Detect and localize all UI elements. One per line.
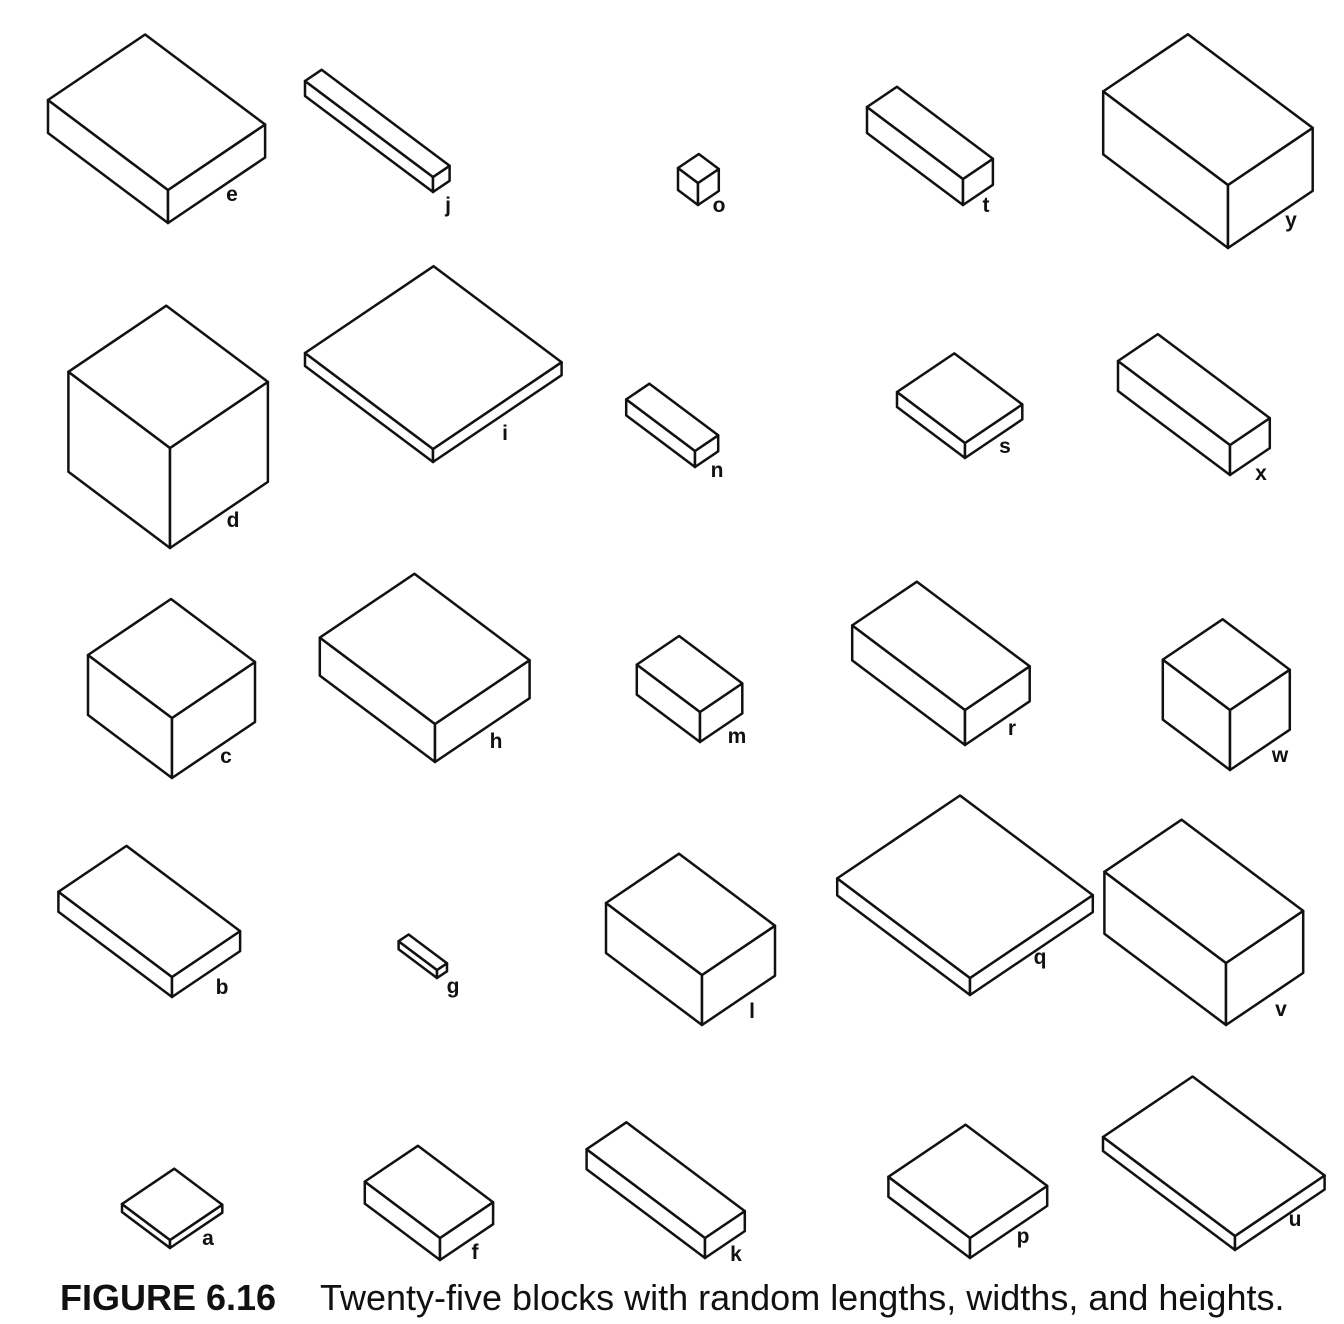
block-w: w bbox=[1161, 618, 1292, 772]
block-top-face bbox=[120, 1167, 224, 1242]
block-h: h bbox=[318, 572, 531, 764]
block-top-face bbox=[1103, 818, 1305, 965]
block-label: p bbox=[1017, 1225, 1030, 1248]
block-label: b bbox=[216, 976, 229, 999]
block-label: k bbox=[730, 1243, 742, 1266]
block-top-face bbox=[850, 580, 1031, 712]
block-label: c bbox=[220, 745, 232, 768]
block-top-face bbox=[585, 1121, 747, 1240]
block-top-face bbox=[635, 634, 744, 714]
block-label: l bbox=[749, 1000, 755, 1023]
block-label: y bbox=[1285, 209, 1297, 232]
block-figure: e j o t y d i n s x c h m r w b g l q v a f k p u bbox=[46, 33, 1326, 1266]
block-top-face bbox=[887, 1123, 1049, 1240]
block-label: s bbox=[999, 435, 1011, 458]
block-k: k bbox=[585, 1121, 747, 1266]
block-a: a bbox=[120, 1167, 224, 1250]
block-label: u bbox=[1289, 1208, 1302, 1231]
block-top-face bbox=[363, 1144, 495, 1240]
block-label: x bbox=[1255, 462, 1267, 485]
block-t: t bbox=[865, 85, 995, 217]
block-j: j bbox=[303, 68, 451, 217]
block-s: s bbox=[895, 352, 1024, 460]
block-label: d bbox=[227, 509, 240, 532]
block-label: e bbox=[226, 183, 238, 206]
figure-number: FIGURE 6.16 bbox=[60, 1277, 277, 1318]
block-top-face bbox=[1116, 332, 1272, 447]
block-top-face bbox=[303, 264, 563, 451]
block-top-face bbox=[67, 304, 270, 450]
block-u: u bbox=[1101, 1075, 1326, 1252]
block-top-face bbox=[86, 597, 257, 720]
block-g: g bbox=[397, 933, 460, 998]
block-top-face bbox=[865, 85, 995, 181]
figure-caption-text: Twenty-five blocks with random lengths, … bbox=[320, 1277, 1285, 1318]
block-q: q bbox=[835, 794, 1095, 997]
block-e: e bbox=[46, 33, 267, 225]
block-i: i bbox=[303, 264, 563, 464]
block-label: a bbox=[202, 1227, 214, 1250]
block-label: t bbox=[983, 194, 990, 217]
block-r: r bbox=[850, 580, 1031, 747]
block-x: x bbox=[1116, 332, 1272, 485]
block-label: n bbox=[711, 459, 724, 482]
block-label: g bbox=[447, 975, 460, 998]
block-c: c bbox=[86, 597, 257, 780]
block-top-face bbox=[46, 33, 267, 192]
block-left-face bbox=[303, 79, 435, 194]
block-label: i bbox=[502, 422, 508, 445]
block-b: b bbox=[57, 844, 242, 999]
block-label: f bbox=[472, 1241, 480, 1264]
block-top-face bbox=[397, 933, 449, 972]
block-label: v bbox=[1275, 998, 1287, 1021]
block-o: o bbox=[676, 152, 726, 217]
block-p: p bbox=[887, 1123, 1049, 1260]
block-top-face bbox=[303, 68, 451, 179]
block-top-face bbox=[318, 572, 531, 726]
block-label: q bbox=[1034, 946, 1047, 969]
block-top-face bbox=[624, 382, 720, 453]
block-l: l bbox=[604, 852, 777, 1027]
block-d: d bbox=[67, 304, 270, 550]
block-top-face bbox=[1101, 1075, 1326, 1238]
block-f: f bbox=[363, 1144, 495, 1264]
block-top-face bbox=[57, 844, 242, 979]
block-label: m bbox=[728, 725, 747, 748]
block-v: v bbox=[1103, 818, 1305, 1027]
block-top-face bbox=[1101, 33, 1314, 187]
block-label: h bbox=[490, 730, 503, 753]
block-top-face bbox=[676, 152, 721, 185]
block-top-face bbox=[1161, 618, 1292, 712]
block-m: m bbox=[635, 634, 747, 748]
block-top-face bbox=[604, 852, 777, 977]
block-top-face bbox=[835, 794, 1095, 980]
block-label: o bbox=[713, 194, 726, 217]
figure-caption: FIGURE 6.16 Twenty-five blocks with rand… bbox=[0, 1278, 1344, 1318]
block-y: y bbox=[1101, 33, 1314, 250]
block-label: r bbox=[1008, 717, 1016, 740]
block-n: n bbox=[624, 382, 724, 482]
block-top-face bbox=[895, 352, 1024, 445]
block-label: w bbox=[1271, 744, 1289, 767]
block-label: j bbox=[444, 194, 451, 217]
